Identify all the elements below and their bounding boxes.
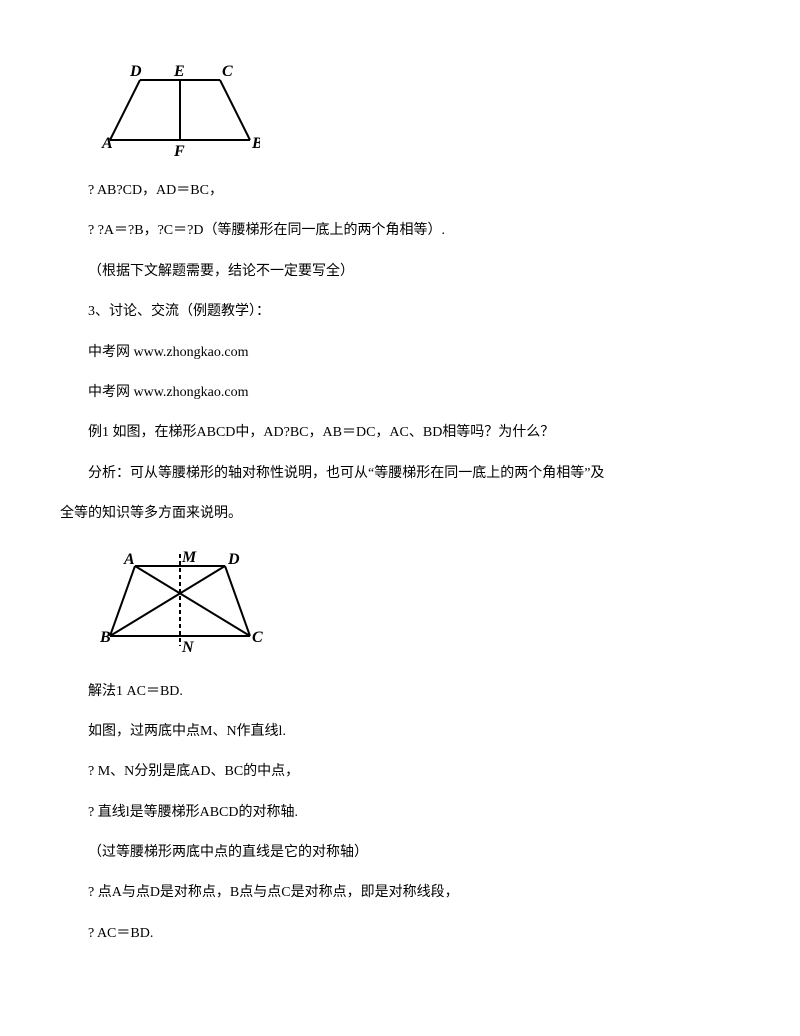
svg-text:A: A xyxy=(123,551,135,568)
text-line-5: 中考网 www.zhongkao.com xyxy=(60,342,740,364)
text-line-10: 解法1 AC＝BD. xyxy=(60,681,740,703)
trapezoid-figure-2: A D B C M N xyxy=(100,546,740,661)
text-line-14: （过等腰梯形两底中点的直线是它的对称轴） xyxy=(60,842,740,864)
text-line-8: 分析：可从等腰梯形的轴对称性说明，也可从“等腰梯形在同一底上的两个角相等”及 xyxy=(60,463,740,485)
svg-text:C: C xyxy=(252,629,263,646)
svg-text:M: M xyxy=(181,549,197,566)
text-line-13: ? 直线l是等腰梯形ABCD的对称轴. xyxy=(60,802,740,824)
svg-text:D: D xyxy=(227,551,240,568)
text-line-11: 如图，过两底中点M、N作直线l. xyxy=(60,721,740,743)
trapezoid-svg-2: A D B C M N xyxy=(100,546,270,661)
text-line-7: 例1 如图，在梯形ABCD中，AD?BC，AB＝DC，AC、BD相等吗？为什么？ xyxy=(60,422,740,444)
text-line-16: ? AC＝BD. xyxy=(60,923,740,945)
svg-text:F: F xyxy=(173,143,185,160)
svg-text:B: B xyxy=(251,135,260,152)
text-line-4: 3、讨论、交流（例题教学）： xyxy=(60,301,740,323)
text-line-6: 中考网 www.zhongkao.com xyxy=(60,382,740,404)
text-line-15: ? 点A与点D是对称点，B点与点C是对称点，即是对称线段， xyxy=(60,882,740,904)
trapezoid-figure-1: A B C D E F xyxy=(100,60,740,160)
svg-text:N: N xyxy=(181,639,195,656)
svg-text:B: B xyxy=(100,629,111,646)
text-line-12: ? M、N分别是底AD、BC的中点， xyxy=(60,761,740,783)
svg-text:E: E xyxy=(173,63,185,80)
svg-text:D: D xyxy=(129,63,142,80)
text-line-9: 全等的知识等多方面来说明。 xyxy=(60,503,740,525)
svg-text:C: C xyxy=(222,63,233,80)
text-line-2: ? ?A＝?B，?C＝?D（等腰梯形在同一底上的两个角相等）. xyxy=(60,220,740,242)
trapezoid-svg-1: A B C D E F xyxy=(100,60,260,160)
svg-text:A: A xyxy=(101,135,113,152)
text-line-3: （根据下文解题需要，结论不一定要写全） xyxy=(60,261,740,283)
text-line-1: ? AB?CD，AD＝BC， xyxy=(60,180,740,202)
